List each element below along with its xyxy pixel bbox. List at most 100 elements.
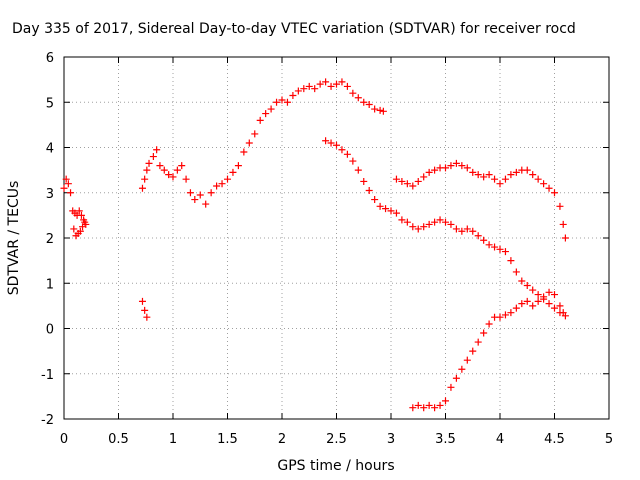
data-point	[294, 87, 302, 95]
x-tick-label: 4.5	[544, 432, 565, 447]
data-point	[160, 166, 168, 174]
y-tick-label: 2	[46, 232, 54, 247]
data-point	[371, 196, 379, 204]
y-tick-label: 1	[46, 277, 54, 292]
data-point	[360, 98, 368, 106]
data-point	[240, 148, 248, 156]
data-point	[138, 184, 146, 192]
data-point	[463, 356, 471, 364]
data-point	[501, 248, 509, 256]
data-point	[343, 150, 351, 158]
data-point	[403, 180, 411, 188]
data-point	[425, 168, 433, 176]
data-point	[469, 227, 477, 235]
data-point	[507, 309, 515, 317]
y-axis-label: SDTVAR / TECUs	[6, 181, 22, 296]
data-point	[305, 82, 313, 90]
y-tick-label: 3	[46, 187, 54, 202]
data-point	[442, 218, 449, 226]
data-point	[431, 166, 439, 174]
data-point	[496, 245, 504, 253]
data-point	[518, 277, 526, 285]
data-point	[196, 191, 204, 199]
data-point	[507, 257, 515, 265]
data-point	[224, 175, 231, 183]
x-tick-label: 0.5	[108, 432, 129, 447]
data-point	[283, 98, 291, 106]
data-point	[186, 189, 194, 197]
data-point	[458, 162, 466, 170]
data-point	[447, 383, 455, 391]
data-point	[379, 107, 387, 115]
data-point	[556, 202, 564, 210]
data-point	[529, 286, 537, 294]
data-point	[149, 153, 157, 161]
data-point	[333, 80, 340, 88]
data-point	[143, 166, 151, 174]
plot-frame	[63, 56, 610, 420]
data-point	[529, 302, 537, 310]
data-point	[534, 291, 542, 299]
data-point	[70, 225, 78, 233]
data-point	[523, 297, 531, 305]
data-point	[165, 171, 173, 179]
data-point	[349, 157, 357, 165]
data-point	[447, 220, 455, 228]
data-point	[507, 171, 515, 179]
data-point	[436, 401, 444, 409]
data-point	[138, 297, 146, 305]
chart-title: Day 335 of 2017, Sidereal Day-to-day VTE…	[12, 21, 576, 37]
data-point	[262, 110, 270, 118]
data-point	[392, 209, 400, 217]
data-point	[523, 282, 531, 290]
data-point	[485, 320, 493, 328]
data-point	[360, 177, 368, 185]
data-point	[409, 223, 417, 231]
data-point	[145, 159, 153, 167]
data-point	[354, 166, 362, 174]
data-point	[387, 207, 395, 215]
data-point	[354, 94, 362, 102]
data-point	[156, 162, 164, 170]
data-point	[289, 91, 297, 99]
data-point	[551, 291, 558, 299]
data-point	[81, 218, 89, 226]
series-s6	[392, 159, 569, 242]
data-point	[442, 397, 449, 405]
y-tick-label: -2	[41, 413, 54, 428]
data-point	[420, 223, 428, 231]
data-point	[452, 159, 460, 167]
series-s4	[138, 78, 387, 208]
data-point	[559, 220, 567, 228]
data-point	[327, 82, 335, 90]
data-point	[278, 96, 286, 104]
grid-lines	[64, 57, 609, 419]
data-point	[77, 211, 85, 219]
data-point	[452, 374, 460, 382]
data-point	[141, 175, 149, 183]
data-point	[469, 168, 477, 176]
x-tick-label: 2	[278, 432, 286, 447]
data-point	[76, 227, 84, 235]
x-tick-label: 0	[60, 432, 68, 447]
data-point	[245, 139, 253, 147]
data-point	[431, 404, 439, 412]
y-tick-label: -1	[41, 368, 54, 383]
data-point	[463, 225, 471, 233]
data-point	[523, 166, 531, 174]
x-tick-label: 3.5	[435, 432, 456, 447]
x-tick-label: 1	[169, 432, 177, 447]
data-point	[518, 300, 526, 308]
data-point	[365, 186, 373, 194]
data-point	[169, 173, 177, 181]
series-s2	[70, 218, 89, 240]
data-point	[371, 105, 379, 113]
data-point	[512, 304, 520, 312]
series-s1	[60, 175, 90, 228]
data-point	[442, 164, 449, 172]
y-tick-label: 0	[46, 323, 54, 338]
data-point	[365, 101, 373, 109]
x-tick-label: 3	[387, 432, 395, 447]
data-point	[75, 207, 83, 215]
